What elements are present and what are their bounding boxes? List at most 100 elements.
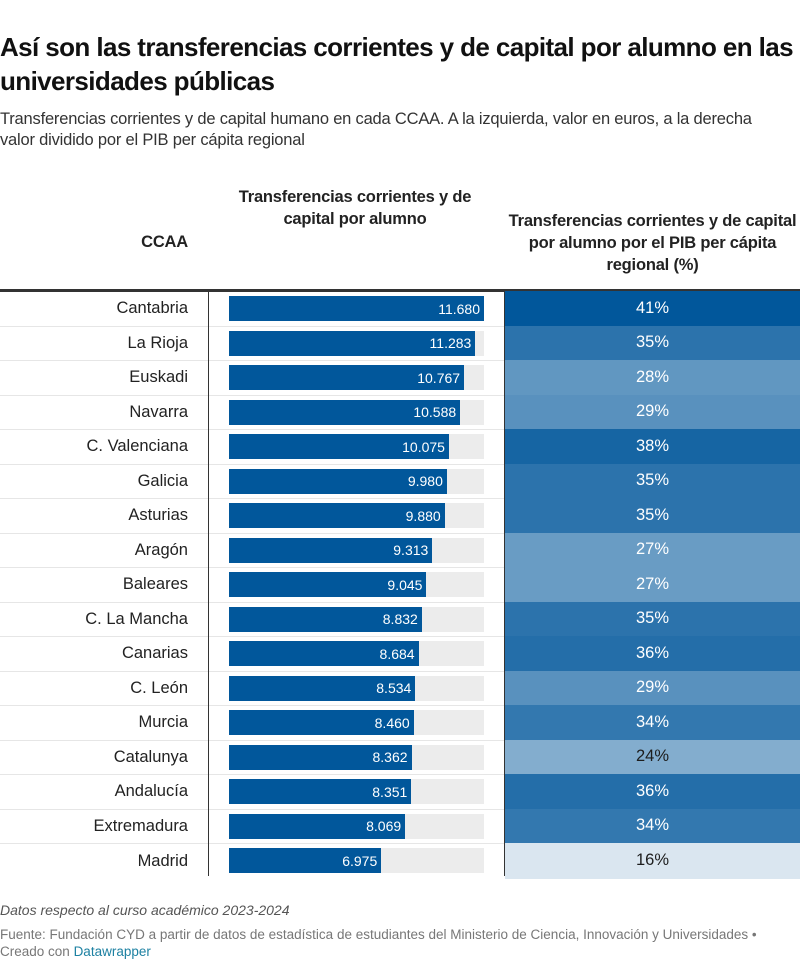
bar-value-label: 11.283 bbox=[429, 335, 472, 351]
bar-track: 10.588 bbox=[229, 399, 484, 425]
table-row: Extremadura 8.069 34% bbox=[0, 808, 800, 844]
pct-cell: 34% bbox=[505, 808, 800, 843]
source-text: Fuente: Fundación CYD a partir de datos … bbox=[0, 927, 757, 942]
pct-cell: 35% bbox=[505, 325, 800, 360]
bar: 11.680 bbox=[229, 296, 484, 321]
ccaa-name: Extremadura bbox=[93, 816, 188, 835]
bar: 9.980 bbox=[229, 468, 447, 494]
source-line: Fuente: Fundación CYD a partir de datos … bbox=[0, 926, 790, 960]
bar-track: 9.880 bbox=[229, 503, 484, 528]
bar: 11.283 bbox=[229, 330, 476, 356]
ccaa-name: Asturias bbox=[128, 506, 188, 525]
table-row: Madrid 6.975 16% bbox=[0, 843, 800, 879]
bar: 10.588 bbox=[229, 399, 461, 425]
bar: 8.460 bbox=[229, 710, 414, 735]
pct-cell: 16% bbox=[505, 843, 800, 879]
table-row: C. La Mancha 8.832 35% bbox=[0, 601, 800, 637]
bar-track: 8.460 bbox=[229, 710, 484, 735]
bar-track: 10.075 bbox=[229, 434, 484, 459]
bar: 10.075 bbox=[229, 434, 449, 459]
ccaa-name: Baleares bbox=[122, 575, 188, 594]
chart-subtitle: Transferencias corrientes y de capital h… bbox=[0, 110, 752, 149]
ccaa-name: Madrid bbox=[137, 851, 188, 870]
bar-value-label: 8.684 bbox=[379, 645, 415, 662]
bar: 10.767 bbox=[229, 365, 465, 390]
footnote: Datos respecto al curso académico 2023-2… bbox=[0, 902, 290, 918]
bar-track: 11.283 bbox=[229, 330, 484, 356]
ccaa-name: C. Valenciana bbox=[86, 437, 188, 456]
pct-cell: 36% bbox=[505, 774, 800, 809]
table-row: C. Valenciana 10.075 38% bbox=[0, 429, 800, 465]
created-with-text: Creado con bbox=[0, 944, 70, 959]
table-body: Cantabria 11.680 41% La Rioja 11.283 35% Euska… bbox=[0, 291, 800, 879]
table-row: Galicia 9.980 35% bbox=[0, 463, 800, 499]
pct-cell: 36% bbox=[505, 636, 800, 671]
table-row: Murcia 8.460 34% bbox=[0, 705, 800, 741]
datawrapper-link[interactable]: Datawrapper bbox=[73, 944, 151, 959]
pct-cell: 29% bbox=[505, 670, 800, 705]
pct-cell: 41% bbox=[505, 291, 800, 326]
bar-value-label: 9.045 bbox=[387, 576, 423, 593]
bar: 9.880 bbox=[229, 503, 445, 528]
bar-value-label: 8.832 bbox=[382, 611, 418, 627]
column-header-transfers[interactable]: Transferencias corrientes y de capital p… bbox=[238, 188, 472, 228]
column-header-pct-gdp[interactable]: Transferencias corrientes y de capital p… bbox=[508, 212, 797, 274]
pct-cell: 35% bbox=[505, 498, 800, 533]
bar: 8.684 bbox=[229, 641, 419, 666]
bar-value-label: 8.069 bbox=[366, 818, 402, 834]
table-row: Euskadi 10.767 28% bbox=[0, 360, 800, 396]
bar-track: 8.362 bbox=[229, 744, 484, 770]
bar-value-label: 9.313 bbox=[393, 542, 429, 558]
bar: 6.975 bbox=[229, 848, 382, 873]
bar-value-label: 9.980 bbox=[407, 473, 443, 489]
bar-track: 8.069 bbox=[229, 813, 484, 839]
column-header-ccaa[interactable]: CCAA bbox=[141, 233, 188, 251]
bar-track: 8.684 bbox=[229, 641, 484, 666]
pct-cell: 29% bbox=[505, 394, 800, 429]
bar: 9.045 bbox=[229, 572, 427, 597]
ccaa-name: Aragón bbox=[134, 540, 188, 559]
ccaa-name: Euskadi bbox=[129, 368, 188, 387]
pct-cell: 28% bbox=[505, 360, 800, 395]
chart-title: Así son las transferencias corrientes y … bbox=[0, 32, 794, 96]
table-row: Navarra 10.588 29% bbox=[0, 394, 800, 430]
ccaa-name: C. León bbox=[130, 678, 188, 697]
bar-track: 9.045 bbox=[229, 572, 484, 597]
bar-track: 8.351 bbox=[229, 779, 484, 804]
pct-cell: 27% bbox=[505, 567, 800, 602]
ccaa-name: Murcia bbox=[138, 713, 188, 732]
bar-value-label: 6.975 bbox=[342, 852, 378, 869]
ccaa-name: La Rioja bbox=[127, 333, 188, 352]
bar-value-label: 10.588 bbox=[413, 404, 457, 420]
bar-track: 6.975 bbox=[229, 848, 484, 873]
bar: 8.534 bbox=[229, 675, 416, 701]
ccaa-name: Catalunya bbox=[113, 747, 188, 766]
bar-track: 8.534 bbox=[229, 675, 484, 701]
bar: 8.069 bbox=[229, 813, 406, 839]
bar-value-label: 8.534 bbox=[376, 680, 412, 696]
table-row: Asturias 9.880 35% bbox=[0, 498, 800, 534]
table-row: Aragón 9.313 27% bbox=[0, 532, 800, 568]
table-row: La Rioja 11.283 35% bbox=[0, 325, 800, 361]
bar: 8.351 bbox=[229, 779, 412, 804]
bar-track: 11.680 bbox=[229, 296, 484, 321]
pct-cell: 27% bbox=[505, 532, 800, 567]
pct-cell: 24% bbox=[505, 739, 800, 774]
table-row: Catalunya 8.362 24% bbox=[0, 739, 800, 775]
bar-value-label: 10.075 bbox=[402, 438, 445, 455]
column-divider bbox=[208, 292, 209, 876]
ccaa-name: Andalucía bbox=[114, 782, 188, 801]
table-row: Canarias 8.684 36% bbox=[0, 636, 800, 672]
bar-value-label: 11.680 bbox=[438, 300, 480, 317]
bar: 9.313 bbox=[229, 537, 433, 563]
bar-value-label: 10.767 bbox=[417, 369, 461, 386]
table-row: Baleares 9.045 27% bbox=[0, 567, 800, 603]
column-divider bbox=[504, 292, 505, 876]
bar-value-label: 8.362 bbox=[372, 749, 408, 765]
table-row: C. León 8.534 29% bbox=[0, 670, 800, 706]
bar: 8.362 bbox=[229, 744, 412, 770]
bar-value-label: 8.460 bbox=[374, 714, 410, 731]
pct-cell: 35% bbox=[505, 601, 800, 636]
bar-track: 10.767 bbox=[229, 365, 484, 390]
bar-value-label: 9.880 bbox=[405, 507, 441, 524]
